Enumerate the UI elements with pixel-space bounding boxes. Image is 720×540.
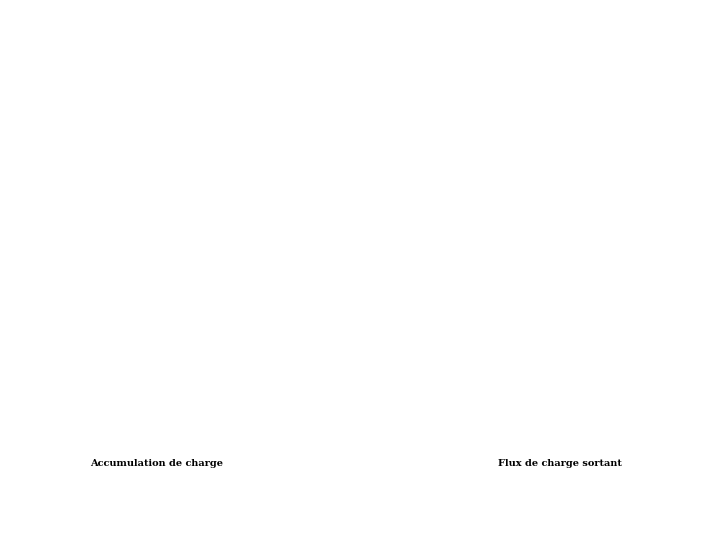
Text: Introduction: Introduction bbox=[48, 19, 214, 41]
Text: densités de courant et de charge.: densités de courant et de charge. bbox=[38, 259, 238, 273]
FancyBboxPatch shape bbox=[307, 278, 462, 325]
Text: $\dfrac{\partial}{\partial t}\int \rho(\mathbf{r})\,d^3r = \dfrac{\partial Q}{\p: $\dfrac{\partial}{\partial t}\int \rho(\… bbox=[246, 373, 474, 397]
Text: Accumulation de charge: Accumulation de charge bbox=[91, 458, 223, 468]
Text: Electromagnétisme - L2 PCGI - Université Rennes 1 - 2005: Electromagnétisme - L2 PCGI - Université… bbox=[215, 518, 505, 528]
Text: • Loi de Faraday :: • Loi de Faraday : bbox=[50, 110, 174, 123]
Text: (3): (3) bbox=[490, 115, 513, 129]
Text: Enfin en abordant l’induction électromagnétique nous avons trouvé une: Enfin en abordant l’induction électromag… bbox=[38, 52, 467, 65]
FancyBboxPatch shape bbox=[307, 143, 482, 191]
Text: $\mathbf{E} = -\nabla V - \dfrac{\partial \mathbf{A}}{\partial t}$: $\mathbf{E} = -\nabla V - \dfrac{\partia… bbox=[346, 154, 441, 180]
Text: • Conservation de la charge :: • Conservation de la charge : bbox=[50, 285, 255, 298]
Text: électrique et magnétique:: électrique et magnétique: bbox=[38, 80, 192, 93]
Text: comportements dynamiques: comportements dynamiques bbox=[225, 66, 411, 79]
Text: Flux de charge sortant: Flux de charge sortant bbox=[498, 458, 622, 468]
Text: des champs: des champs bbox=[358, 66, 432, 79]
Text: $\nabla \wedge \mathbf{E} = -\dfrac{\partial \mathbf{B}}{\partial t}$: $\nabla \wedge \mathbf{E} = -\dfrac{\par… bbox=[352, 109, 436, 135]
Text: (C): (C) bbox=[470, 294, 494, 308]
Text: $\nabla \cdot \mathbf{j} = -\dfrac{\partial \rho}{\partial t}$: $\nabla \cdot \mathbf{j} = -\dfrac{\part… bbox=[348, 286, 420, 315]
Text: Rappelons également qu’il existe une relation de conservation reliant les: Rappelons également qu’il existe une rel… bbox=[38, 245, 474, 259]
Text: 5: 5 bbox=[698, 518, 705, 528]
FancyBboxPatch shape bbox=[55, 363, 665, 478]
Text: première relation locale liant les: première relation locale liant les bbox=[38, 66, 236, 79]
Text: (3b): (3b) bbox=[490, 160, 523, 174]
Text: 6.1: 6.1 bbox=[14, 19, 53, 41]
FancyBboxPatch shape bbox=[307, 98, 482, 146]
